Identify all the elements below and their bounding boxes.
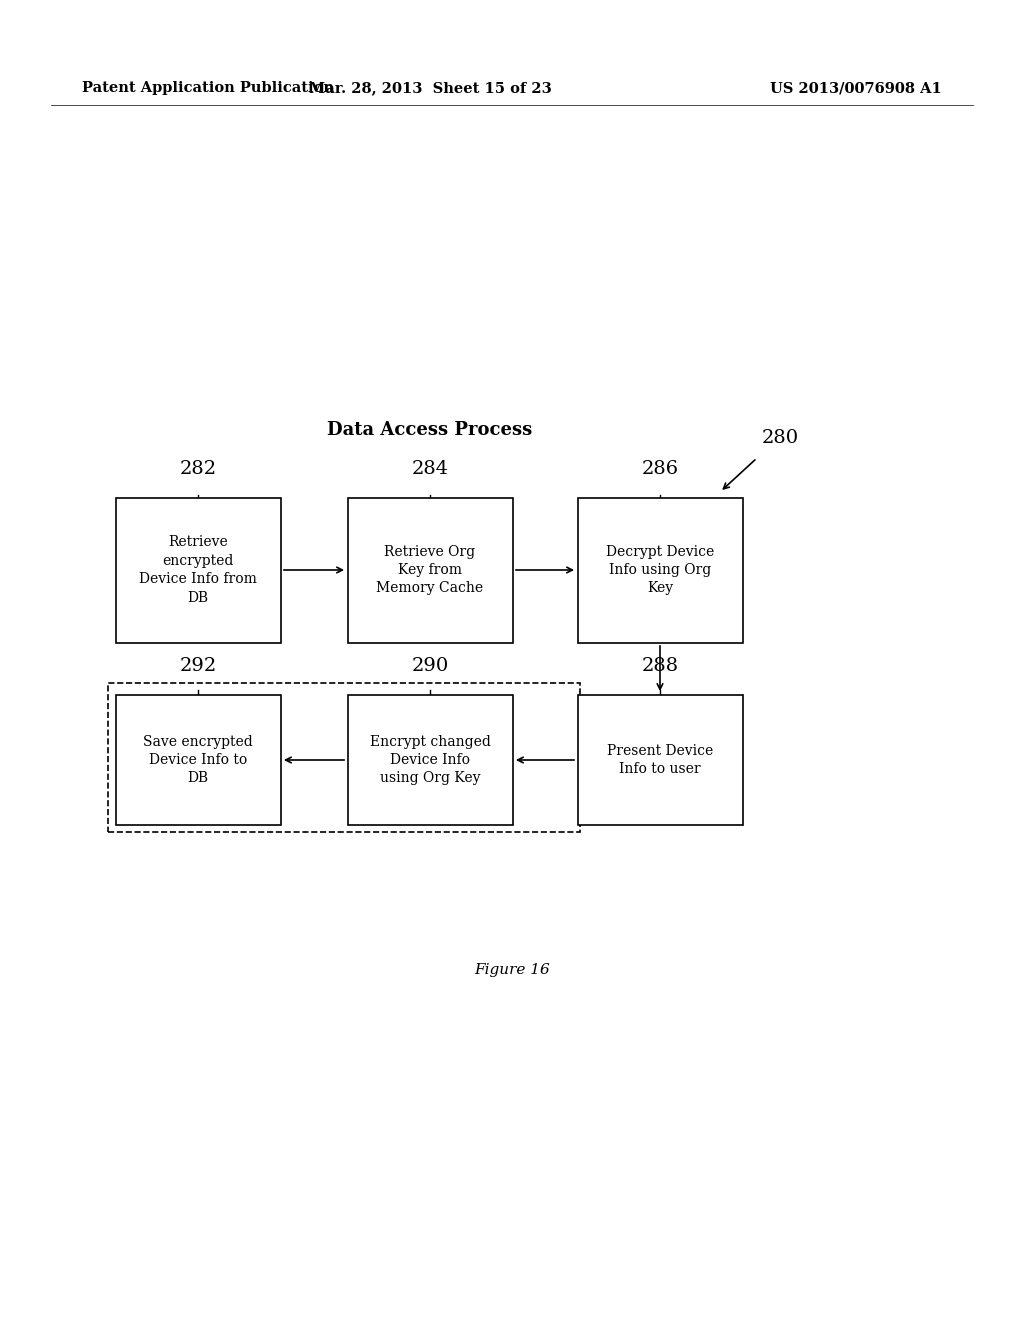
- Text: Retrieve
encrypted
Device Info from
DB: Retrieve encrypted Device Info from DB: [139, 536, 257, 605]
- Text: Figure 16: Figure 16: [474, 964, 550, 977]
- Text: Decrypt Device
Info using Org
Key: Decrypt Device Info using Org Key: [606, 545, 714, 595]
- Bar: [578, 498, 742, 643]
- Bar: [116, 696, 281, 825]
- Text: US 2013/0076908 A1: US 2013/0076908 A1: [770, 81, 942, 95]
- Text: 282: 282: [179, 459, 216, 478]
- Bar: [578, 696, 742, 825]
- Bar: [108, 682, 580, 832]
- Text: 292: 292: [179, 657, 217, 675]
- Text: Retrieve Org
Key from
Memory Cache: Retrieve Org Key from Memory Cache: [377, 545, 483, 595]
- Text: Patent Application Publication: Patent Application Publication: [82, 81, 334, 95]
- Text: 284: 284: [412, 459, 449, 478]
- Text: Encrypt changed
Device Info
using Org Key: Encrypt changed Device Info using Org Ke…: [370, 735, 490, 785]
- Bar: [347, 696, 512, 825]
- Text: Mar. 28, 2013  Sheet 15 of 23: Mar. 28, 2013 Sheet 15 of 23: [308, 81, 552, 95]
- Text: 290: 290: [412, 657, 449, 675]
- Bar: [347, 498, 512, 643]
- Text: Present Device
Info to user: Present Device Info to user: [607, 743, 713, 776]
- Text: Data Access Process: Data Access Process: [328, 421, 532, 440]
- Text: 280: 280: [762, 429, 799, 447]
- Text: 288: 288: [641, 657, 679, 675]
- Text: Save encrypted
Device Info to
DB: Save encrypted Device Info to DB: [143, 735, 253, 785]
- Text: 286: 286: [641, 459, 679, 478]
- Bar: [116, 498, 281, 643]
